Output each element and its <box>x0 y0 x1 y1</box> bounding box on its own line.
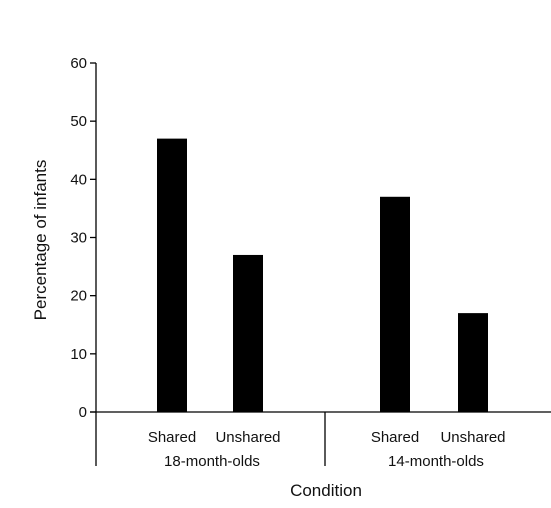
x-axis: Shared Unshared 18-month-olds Shared Unshare… <box>90 411 551 470</box>
x-category-label: Unshared <box>215 429 280 446</box>
y-tick-label: 60 <box>70 55 87 72</box>
x-group-label: 14-month-olds <box>388 453 484 470</box>
bar <box>233 254 263 412</box>
x-category-label: Shared <box>148 429 196 446</box>
y-tick-label: 10 <box>70 346 87 363</box>
y-tick-label: 20 <box>70 288 87 305</box>
x-axis-title: Condition <box>290 481 362 500</box>
bars <box>157 138 488 412</box>
x-category-label: Unshared <box>440 429 505 446</box>
y-axis: 0 10 20 30 40 50 60 <box>70 55 97 421</box>
y-axis-title: Percentage of infants <box>31 160 50 321</box>
y-tick-label: 50 <box>70 113 87 130</box>
x-category-label: Shared <box>371 429 419 446</box>
y-tick-label: 40 <box>70 171 87 188</box>
bar <box>380 196 410 412</box>
bar <box>458 313 488 412</box>
x-group-label: 18-month-olds <box>164 453 260 470</box>
bar <box>157 138 187 412</box>
y-tick-label: 30 <box>70 230 87 247</box>
y-tick-label: 0 <box>79 404 87 421</box>
